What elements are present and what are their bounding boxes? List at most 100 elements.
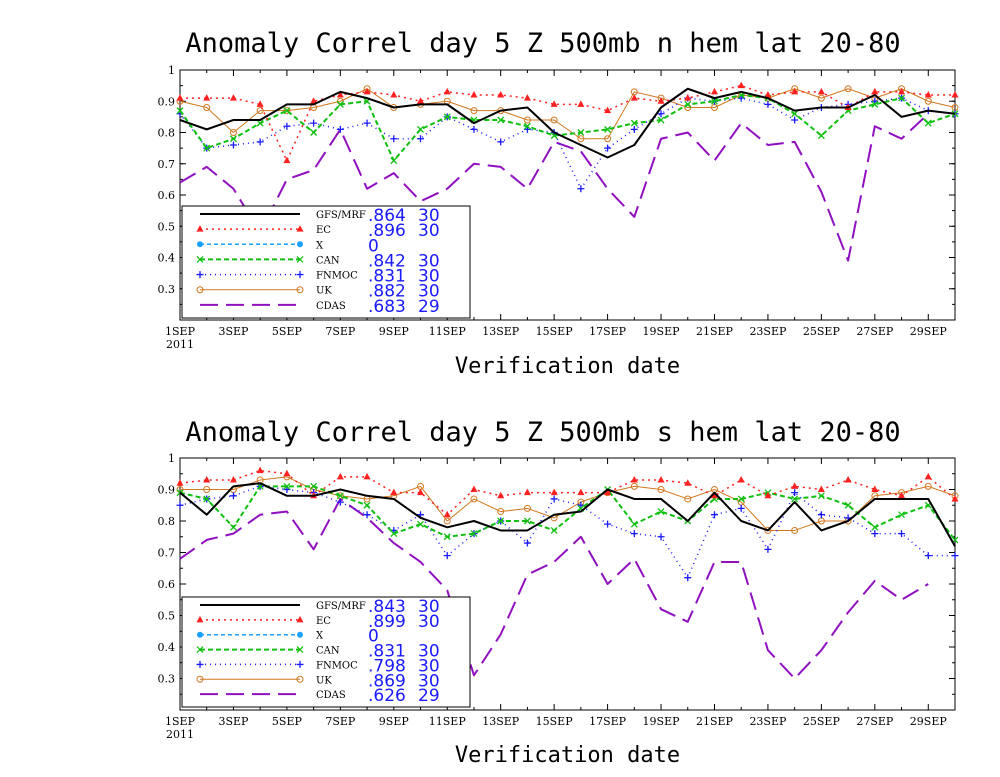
data-point: [523, 94, 531, 101]
legend-marker: [296, 615, 304, 623]
data-point: [417, 97, 425, 104]
data-point: [229, 476, 237, 483]
data-point: [791, 489, 799, 497]
x-tick-label: 13SEP: [482, 715, 520, 728]
data-point: [630, 520, 638, 528]
data-point: [871, 523, 879, 531]
series-line: [179, 497, 929, 680]
y-tick-label: 1: [168, 452, 175, 465]
data-point: [443, 517, 451, 525]
x-tick-label: 11SEP: [429, 325, 467, 338]
data-point: [283, 122, 291, 130]
legend-marker: [196, 225, 204, 232]
data-point: [817, 485, 825, 492]
data-point: [523, 122, 531, 130]
data-point: [283, 482, 291, 490]
data-point: [443, 113, 451, 121]
data-point: [737, 495, 745, 503]
data-point: [470, 485, 478, 492]
data-point: [711, 97, 718, 105]
data-point: [710, 491, 718, 499]
data-point: [229, 523, 237, 531]
y-tick-label: 0.9: [158, 95, 176, 108]
data-point: [630, 94, 638, 101]
x-tick-label: 21SEP: [696, 715, 734, 728]
legend-series-name: CDAS: [316, 690, 346, 701]
x-year-label: 2011: [166, 728, 194, 741]
y-tick-label: 0.7: [158, 547, 176, 560]
data-point: [283, 156, 291, 164]
legend-series-name: CAN: [316, 255, 340, 266]
series-line: [180, 84, 955, 162]
legend-marker: [196, 286, 204, 294]
data-point: [523, 504, 531, 512]
legend-series-stat: .899: [368, 612, 406, 632]
data-point: [550, 488, 558, 496]
data-point: [604, 488, 612, 496]
data-point: [497, 91, 505, 98]
legend-series-name: FNMOC: [316, 660, 358, 671]
legend-marker: [296, 675, 304, 683]
series-cdas: [179, 113, 929, 262]
y-tick-label: 0.9: [158, 484, 176, 497]
legend-series-name: EC: [316, 616, 331, 627]
data-point: [898, 530, 906, 538]
series-line: [179, 88, 956, 140]
x-tick-label: 3SEP: [218, 325, 249, 338]
data-point: [523, 488, 531, 496]
data-point: [550, 495, 558, 503]
legend-series-stat: .869: [368, 671, 406, 691]
data-point: [550, 116, 558, 124]
x-tick-label: 9SEP: [379, 715, 410, 728]
x-tick-label: 21SEP: [696, 325, 734, 338]
data-point: [898, 94, 906, 102]
data-point: [256, 466, 264, 474]
data-point: [470, 107, 478, 115]
y-tick-label: 0.3: [158, 283, 176, 296]
data-point: [283, 469, 291, 477]
data-point: [844, 501, 852, 509]
data-point: [871, 530, 879, 538]
series-line: [179, 97, 956, 190]
data-point: [203, 476, 211, 483]
data-point: [390, 530, 398, 538]
data-point: [470, 495, 478, 503]
legend-series-stat: 0: [368, 627, 379, 647]
data-point: [764, 526, 772, 534]
x-tick-label: 9SEP: [379, 325, 410, 338]
x-tick-label: 29SEP: [910, 325, 948, 338]
data-point: [924, 119, 932, 127]
legend-series-name: UK: [316, 286, 332, 297]
x-tick-label: 1SEP: [165, 715, 196, 728]
x-tick-label: 23SEP: [749, 715, 787, 728]
data-point: [737, 81, 745, 89]
legend-series-name: GFS/MRF: [316, 210, 366, 221]
data-point: [898, 511, 906, 519]
data-point: [203, 486, 211, 493]
data-point: [443, 87, 451, 95]
x-tick-label: 15SEP: [536, 715, 574, 728]
legend-series-count: 30: [418, 597, 440, 617]
series-line: [179, 469, 956, 516]
data-point: [817, 94, 825, 102]
data-point: [550, 100, 558, 107]
data-point: [684, 94, 692, 101]
legend: GFS/MRF .864 30 EC .896 30 X 0 CAN .842 30 FNMOC .83…: [181, 205, 471, 319]
legend-series-count: 30: [418, 251, 440, 271]
series-can: [176, 91, 959, 165]
data-point: [791, 526, 799, 534]
x-tick-label: 19SEP: [643, 325, 681, 338]
data-point: [764, 545, 772, 553]
legend-marker: [297, 241, 303, 248]
data-point: [310, 119, 318, 127]
data-point: [657, 110, 665, 118]
x-tick-label: 25SEP: [803, 325, 841, 338]
data-point: [229, 129, 237, 136]
data-point: [229, 94, 237, 101]
data-point: [497, 508, 505, 516]
legend-series-count: 30: [418, 612, 440, 632]
data-point: [791, 87, 799, 95]
legend-marker: [296, 225, 304, 232]
data-point: [817, 87, 825, 95]
